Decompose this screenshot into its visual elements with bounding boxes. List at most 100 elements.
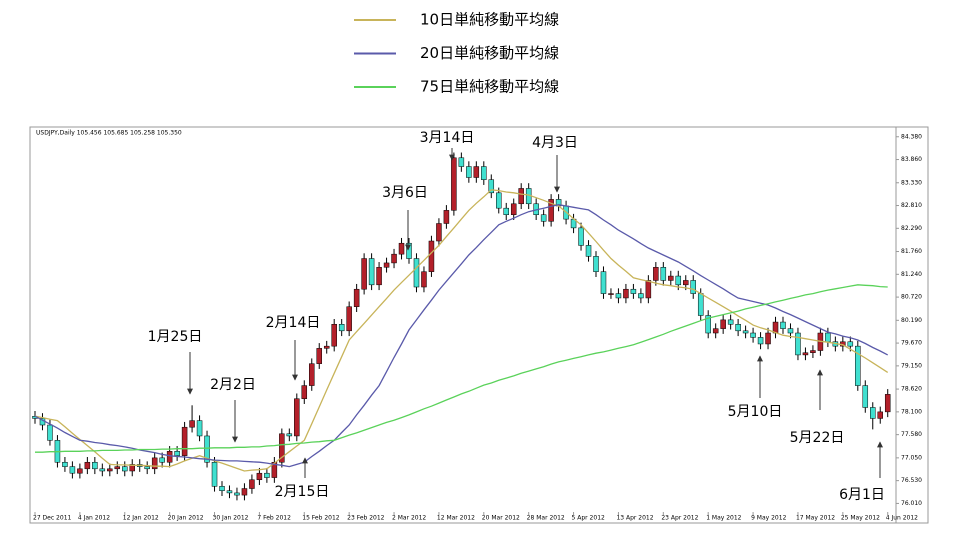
x-tick-label: 27 Dec 2011 (33, 515, 72, 522)
y-tick-label: 83.330 (901, 179, 922, 186)
annotation: 4月3日 (532, 135, 578, 151)
x-tick-label: 23 Apr 2012 (661, 515, 698, 522)
moving-average-line (34, 189, 889, 472)
y-tick-label: 82.290 (901, 225, 922, 232)
candle-body (578, 227, 584, 246)
candle-body (668, 275, 674, 281)
candle-body (765, 332, 771, 345)
candle-body (219, 486, 225, 491)
candle-body (675, 275, 682, 286)
candle-body (286, 433, 293, 437)
x-tick-label: 20 Mar 2012 (482, 515, 520, 522)
y-tick-label: 77.580 (901, 431, 922, 438)
y-tick-label: 81.760 (901, 248, 922, 255)
candle-body (855, 345, 861, 386)
candle-body (294, 398, 300, 437)
candle-body (368, 258, 375, 286)
candle-body (608, 293, 614, 295)
candle-body (159, 457, 165, 463)
candle-body (413, 258, 420, 288)
y-tick-label: 76.530 (901, 477, 922, 484)
candle-body (488, 179, 495, 194)
candle-body (690, 280, 696, 294)
candle-body (241, 488, 248, 496)
candle-body (226, 490, 233, 494)
candle-body (361, 258, 367, 290)
legend-label: 20日単純移動平均線 (420, 44, 559, 62)
candle-body (256, 472, 263, 481)
chart-subtitle: USDJPY,Daily 105.456 105.685 105.258 105… (36, 130, 182, 137)
candle-body (92, 461, 98, 470)
candle-body (877, 411, 883, 419)
x-tick-label: 1 May 2012 (706, 515, 741, 522)
y-tick-label: 76.010 (901, 500, 922, 507)
candle-body (107, 468, 113, 472)
candle-body (451, 157, 457, 211)
candle-body (144, 466, 150, 470)
candle-body (630, 288, 637, 294)
x-tick-label: 23 Feb 2012 (347, 515, 385, 522)
x-tick-label: 4 Jun 2012 (886, 515, 918, 522)
annotation: 1月25日 (148, 329, 203, 345)
candle-body (697, 293, 704, 316)
candle-body (825, 332, 831, 343)
annotation: 5月22日 (790, 430, 845, 446)
x-tick-label: 12 Mar 2012 (437, 515, 475, 522)
annotation: 3月6日 (382, 185, 428, 201)
candle-body (750, 332, 756, 338)
moving-average-line (34, 204, 888, 468)
candle-body (466, 166, 472, 178)
candle-body (742, 330, 749, 334)
candle-body (391, 253, 397, 264)
candle-body (151, 457, 158, 470)
candle-body (189, 420, 195, 428)
candle-body (181, 426, 188, 456)
y-tick-label: 77.050 (901, 454, 922, 461)
annotation: 2月2日 (210, 377, 256, 393)
candle-body (600, 271, 607, 294)
x-tick-label: 9 May 2012 (751, 515, 786, 522)
candle-body (705, 315, 711, 334)
candle-body (211, 461, 218, 487)
y-tick-label: 80.190 (901, 317, 922, 324)
annotation: 2月14日 (266, 315, 321, 331)
candle-body (623, 288, 629, 299)
candle-body (301, 385, 308, 399)
candle-body (757, 337, 764, 345)
candle-body (421, 271, 427, 288)
candle-body (69, 466, 76, 474)
candle-body (398, 242, 405, 255)
annotation: 2月15日 (275, 484, 330, 500)
candle-body (316, 348, 322, 364)
candle-body (727, 319, 734, 325)
candle-body (884, 394, 891, 413)
x-tick-label: 15 Feb 2012 (302, 515, 340, 522)
x-tick-label: 12 Jan 2012 (123, 515, 159, 522)
candle-body (870, 407, 876, 419)
annotation: 5月10日 (728, 404, 783, 420)
y-tick-label: 82.810 (901, 202, 922, 209)
candle-body (166, 451, 173, 463)
x-tick-label: 7 Feb 2012 (257, 515, 291, 522)
y-tick-label: 79.670 (901, 340, 922, 347)
candle-body (338, 324, 345, 332)
candle-body (802, 352, 809, 356)
x-tick-label: 20 Jan 2012 (168, 515, 204, 522)
candle-body (735, 324, 741, 332)
y-tick-label: 84.380 (901, 133, 922, 140)
candle-body (346, 306, 352, 332)
candle-body (196, 420, 203, 437)
candle-body (77, 468, 83, 474)
candle-body (810, 350, 816, 353)
candle-body (653, 267, 659, 281)
candle-body (780, 321, 786, 329)
candle-body (540, 214, 547, 222)
candle-body (204, 435, 210, 463)
candle-body (660, 267, 667, 281)
candle-body (518, 188, 524, 205)
candle-body (376, 267, 382, 286)
candle-body (249, 479, 255, 489)
candle-body (458, 157, 465, 167)
x-tick-label: 13 Apr 2012 (616, 515, 653, 522)
